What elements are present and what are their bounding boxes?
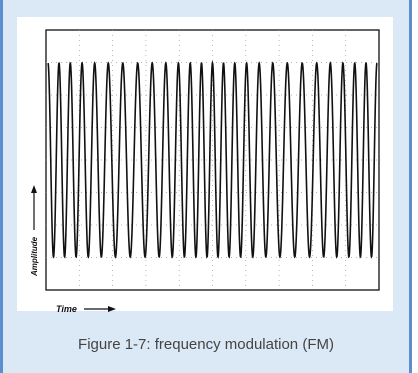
y-axis-arrowhead xyxy=(31,185,37,193)
y-axis-label: Amplitude xyxy=(30,236,39,277)
x-axis-label: Time xyxy=(56,304,77,314)
figure-caption: Figure 1-7: frequency modulation (FM) xyxy=(78,336,334,353)
x-axis-arrowhead xyxy=(108,306,116,312)
series-line-fm xyxy=(47,60,378,259)
